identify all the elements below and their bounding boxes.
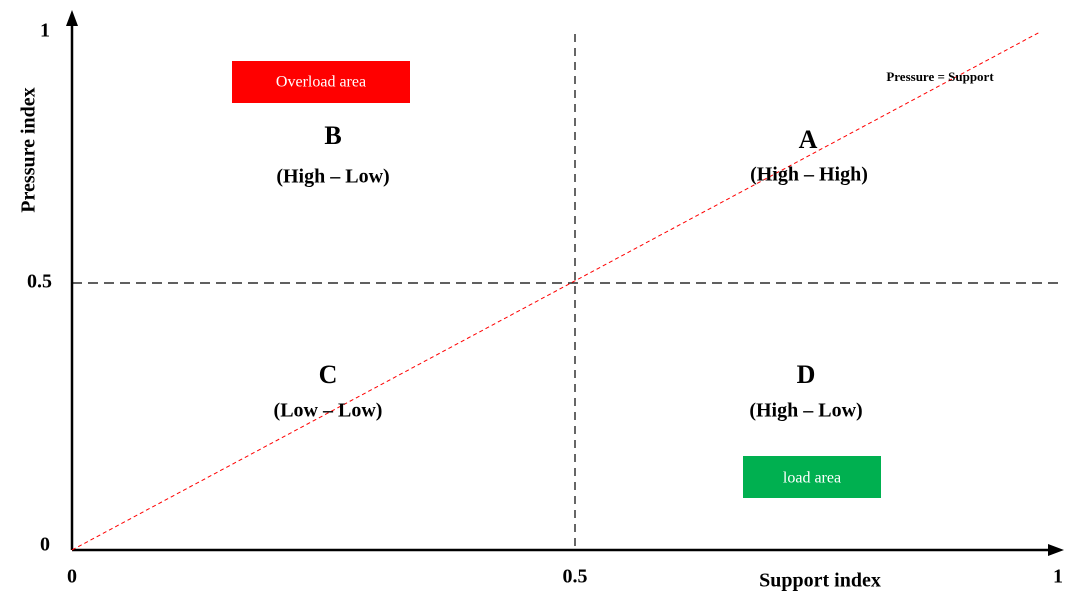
x-arrow [1048,544,1064,556]
y-tick: 0 [40,534,50,556]
x-tick: 0.5 [563,566,588,588]
diagonal [71,31,1041,551]
load-area-box [743,456,881,498]
overload-area-box [232,61,410,103]
load-area-label: load area [783,470,841,487]
quadrant-letter: B [324,121,341,150]
quadrant-letter: C [319,360,338,389]
quadrant-label: (High – High) [750,164,868,186]
x-tick: 0 [67,566,77,588]
diagonal-label: Pressure = Support [886,69,994,84]
y-axis-label: Pressure index [18,87,40,212]
y-arrow [66,10,78,26]
y-tick: 0.5 [27,271,52,293]
x-tick: 1 [1053,566,1063,588]
quadrant-letter: D [797,360,816,389]
y-tick: 1 [40,20,50,42]
quadrant-letter: A [799,125,818,154]
x-axis-label: Support index [759,570,881,592]
quadrant-label: (High – Low) [749,400,862,422]
quadrant-label: (High – Low) [276,166,389,188]
overload-area-label: Overload area [276,74,366,91]
quadrant-label: (Low – Low) [274,400,383,422]
